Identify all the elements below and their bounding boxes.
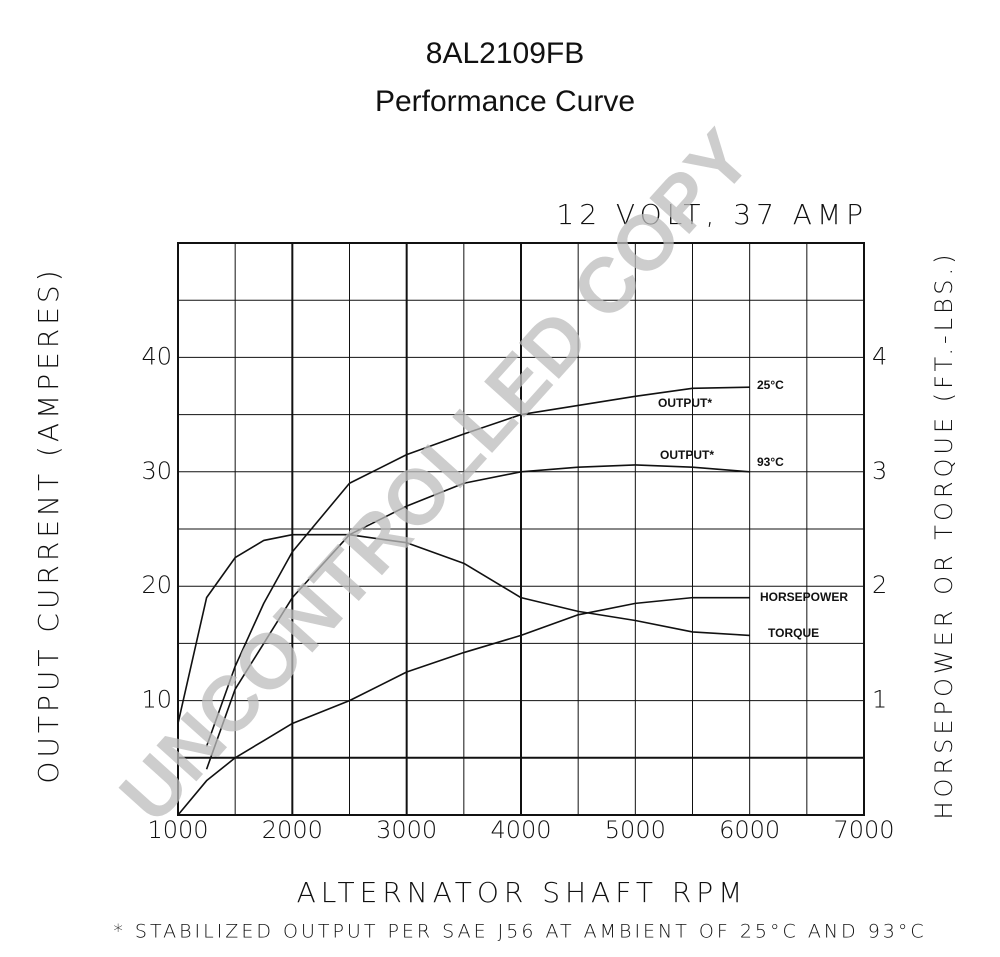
series-line [205, 386, 750, 747]
x-tick-label: 1000 [147, 816, 208, 844]
y2-tick-label: 3 [872, 457, 887, 485]
y2-tick-label: 1 [872, 686, 887, 714]
plot-frame [177, 242, 865, 816]
footnote: * STABILIZED OUTPUT PER SAE J56 AT AMBIE… [113, 921, 926, 943]
x-tick-label: 4000 [490, 816, 551, 844]
x-tick-label: 6000 [719, 816, 780, 844]
chart-title: 8AL2109FB [426, 37, 584, 70]
x-tick-label: 3000 [376, 816, 437, 844]
legend-label: TORQUE [768, 626, 819, 640]
x-tick-label: 2000 [262, 816, 323, 844]
y-tick-label: 40 [141, 342, 172, 370]
y-tick-label: 20 [141, 571, 172, 599]
y2-tick-label: 4 [872, 342, 887, 370]
x-axis-label: ALTERNATOR SHAFT RPM [297, 876, 748, 909]
y2-axis-label: HORSEPOWER OR TORQUE (FT.-LBS.) [930, 251, 958, 820]
series-line [205, 464, 750, 770]
chart-subtitle: Performance Curve [375, 85, 635, 118]
annotation: 25°C [757, 378, 784, 392]
rating: 12 VOLT, 37 AMP [556, 198, 868, 231]
x-tick-label: 7000 [833, 816, 894, 844]
y-tick-label: 30 [141, 457, 172, 485]
y-axis-label: OUTPUT CURRENT (AMPERES) [32, 266, 65, 783]
legend-label: HORSEPOWER [760, 590, 848, 604]
y2-tick-label: 2 [872, 571, 887, 599]
legend-label: OUTPUT* [660, 448, 714, 462]
legend-label: OUTPUT* [658, 396, 712, 410]
annotation: 93°C [757, 455, 784, 469]
x-tick-label: 5000 [605, 816, 666, 844]
watermark: UNCONTROLLED COPY [102, 113, 768, 838]
series-line [177, 596, 750, 816]
series-line [177, 533, 750, 724]
y-tick-label: 10 [141, 686, 172, 714]
plot: 10 20 30 40 1 2 3 4 1000 2000 3000 4000 5000 6000 7000… [141, 242, 895, 844]
